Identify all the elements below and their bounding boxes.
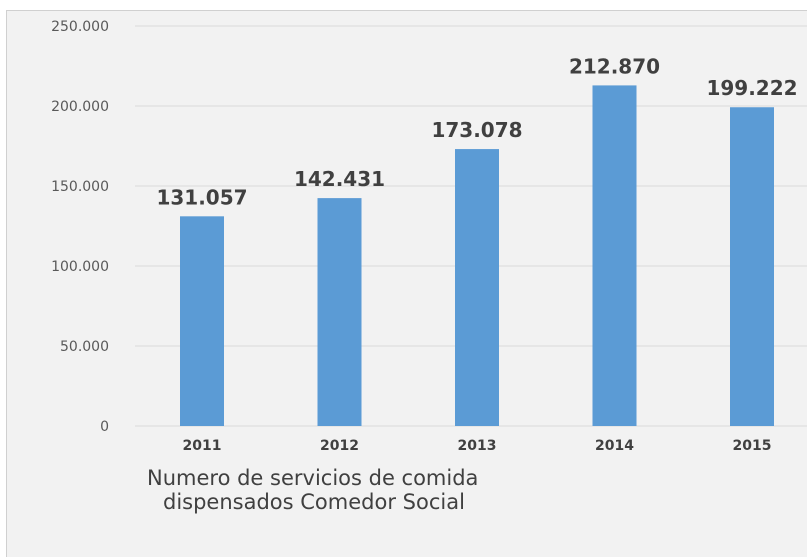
bar bbox=[180, 216, 224, 426]
y-tick-label: 150.000 bbox=[51, 179, 109, 195]
x-tick-label: 2013 bbox=[458, 438, 497, 454]
data-label: 212.870 bbox=[569, 54, 660, 78]
caption-line-2: dispensados Comedor Social bbox=[163, 490, 465, 514]
bar bbox=[455, 149, 499, 426]
y-tick-label: 250.000 bbox=[51, 19, 109, 35]
chart-caption: Numero de servicios de comida dispensado… bbox=[147, 466, 667, 514]
chart-area bbox=[6, 10, 807, 557]
data-label: 199.222 bbox=[706, 76, 797, 100]
data-label: 142.431 bbox=[294, 167, 385, 191]
y-axis-ticks: 0 50.000 100.000 150.000 200.000 250.000 bbox=[51, 19, 109, 435]
x-tick-label: 2015 bbox=[733, 438, 772, 454]
bar bbox=[592, 85, 637, 427]
bar bbox=[730, 107, 774, 426]
caption-line-1: Numero de servicios de comida bbox=[147, 466, 479, 490]
x-tick-label: 2014 bbox=[595, 438, 634, 454]
x-axis-ticks: 2011 2012 2013 2014 2015 bbox=[183, 438, 772, 454]
x-tick-label: 2011 bbox=[183, 438, 222, 454]
y-tick-label: 100.000 bbox=[51, 259, 109, 275]
data-label: 173.078 bbox=[431, 118, 522, 142]
y-tick-label: 0 bbox=[100, 419, 109, 435]
bars bbox=[180, 85, 774, 427]
data-label: 131.057 bbox=[156, 185, 247, 209]
data-labels: 131.057 142.431 173.078 212.870 199.222 bbox=[156, 54, 797, 209]
bar bbox=[317, 198, 362, 426]
y-tick-label: 200.000 bbox=[51, 99, 109, 115]
y-tick-label: 50.000 bbox=[60, 339, 109, 355]
x-tick-label: 2012 bbox=[320, 438, 359, 454]
